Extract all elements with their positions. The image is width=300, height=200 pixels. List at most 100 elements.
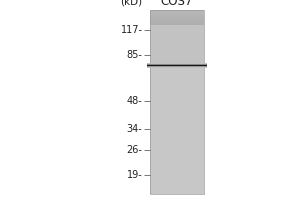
Bar: [150, 98, 204, 99]
Bar: [150, 39, 204, 40]
Bar: [150, 32, 204, 33]
Bar: [150, 47, 204, 48]
Bar: [150, 104, 204, 105]
Bar: [150, 101, 204, 102]
Text: 117-: 117-: [121, 25, 142, 35]
Bar: [150, 82, 204, 83]
Bar: [150, 100, 204, 101]
Bar: [150, 167, 204, 168]
Bar: [150, 36, 204, 37]
Bar: [150, 140, 204, 141]
Bar: [150, 65, 204, 66]
Bar: [150, 128, 204, 129]
Bar: [150, 71, 204, 72]
Bar: [150, 97, 204, 98]
Bar: [150, 79, 204, 80]
Bar: [150, 150, 204, 151]
Bar: [150, 10, 204, 11]
Bar: [150, 54, 204, 55]
Bar: [150, 16, 204, 17]
Bar: [150, 88, 204, 89]
Bar: [150, 161, 204, 162]
Bar: [150, 64, 204, 65]
Bar: [150, 192, 204, 193]
Bar: [150, 94, 204, 95]
Bar: [150, 21, 204, 22]
Bar: [150, 168, 204, 169]
Bar: [150, 190, 204, 191]
Bar: [150, 188, 204, 189]
Bar: [150, 42, 204, 43]
Bar: [150, 162, 204, 163]
Bar: [150, 29, 204, 30]
Bar: [150, 26, 204, 27]
Bar: [150, 99, 204, 100]
Bar: [150, 113, 204, 114]
Bar: [150, 93, 204, 94]
Bar: [150, 134, 204, 135]
Bar: [150, 147, 204, 148]
Bar: [150, 120, 204, 121]
Bar: [150, 151, 204, 152]
Bar: [150, 78, 204, 79]
Bar: [150, 45, 204, 46]
Bar: [150, 152, 204, 153]
Bar: [150, 61, 204, 62]
Bar: [150, 52, 204, 53]
Bar: [150, 53, 204, 54]
Bar: [150, 22, 204, 23]
Bar: [150, 171, 204, 172]
Bar: [150, 12, 204, 13]
Bar: [150, 155, 204, 156]
Bar: [150, 68, 204, 69]
Bar: [150, 146, 204, 147]
Bar: [150, 69, 204, 70]
Bar: [150, 175, 204, 176]
Bar: [150, 84, 204, 85]
Bar: [150, 20, 204, 21]
Bar: [150, 118, 204, 119]
Bar: [150, 183, 204, 184]
Bar: [150, 139, 204, 140]
Bar: [150, 77, 204, 78]
Bar: [150, 17, 204, 18]
Bar: [150, 131, 204, 132]
Bar: [150, 117, 204, 118]
Bar: [150, 186, 204, 187]
Bar: [150, 133, 204, 134]
Bar: [150, 59, 204, 60]
Bar: [150, 44, 204, 45]
Bar: [150, 181, 204, 182]
Bar: [150, 173, 204, 174]
Bar: [150, 165, 204, 166]
Bar: [150, 153, 204, 154]
Bar: [150, 160, 204, 161]
Bar: [150, 124, 204, 125]
Bar: [150, 132, 204, 133]
Bar: [150, 41, 204, 42]
Bar: [150, 49, 204, 50]
Bar: [150, 75, 204, 76]
Bar: [150, 119, 204, 120]
Bar: [150, 122, 204, 123]
Bar: [150, 185, 204, 186]
Bar: [150, 135, 204, 136]
Bar: [150, 184, 204, 185]
Bar: [150, 158, 204, 159]
Bar: [150, 51, 204, 52]
Bar: [150, 109, 204, 110]
Bar: [150, 116, 204, 117]
Bar: [150, 179, 204, 180]
Bar: [150, 67, 204, 68]
Bar: [150, 37, 204, 38]
Bar: [150, 14, 204, 15]
Bar: [150, 136, 204, 137]
Bar: [150, 57, 204, 58]
Bar: [150, 126, 204, 127]
Text: 48-: 48-: [127, 96, 142, 106]
Bar: [150, 46, 204, 47]
Bar: [150, 60, 204, 61]
Bar: [150, 112, 204, 113]
Bar: [150, 178, 204, 179]
Text: 34-: 34-: [127, 124, 142, 134]
